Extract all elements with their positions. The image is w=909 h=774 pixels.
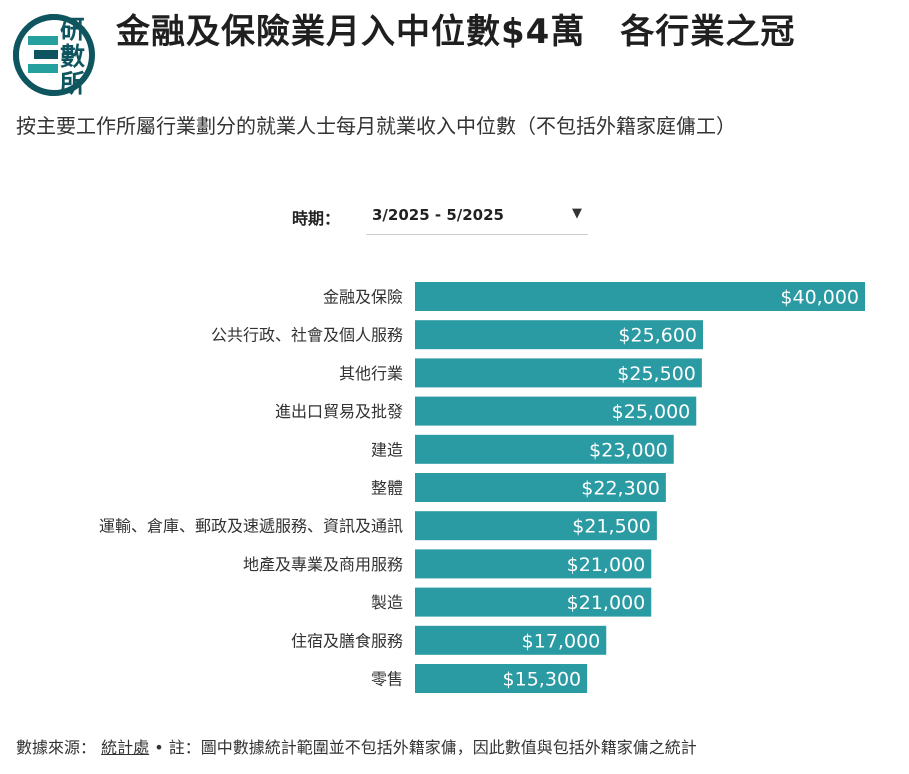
category-label-5: 建造 [371, 440, 403, 459]
bar-8[interactable] [415, 549, 652, 579]
bar-1[interactable] [415, 282, 865, 311]
category-label-8: 地產及專業及商用服務 [243, 555, 403, 574]
bar-11[interactable] [415, 664, 588, 693]
category-label-7: 運輸、倉庫、郵政及速遞服務、資訊及通訊 [99, 517, 403, 536]
category-label-9: 製造 [371, 593, 403, 612]
category-label-4: 進出口貿易及批發 [275, 402, 403, 421]
caret-down-icon[interactable]: ▼ [572, 206, 582, 221]
value-label-9: $21,000 [567, 592, 646, 614]
value-label-11: $15,300 [503, 669, 582, 691]
value-label-7: $21,500 [572, 516, 651, 538]
bar-3[interactable] [415, 358, 702, 388]
value-label-4: $25,000 [612, 401, 691, 423]
source-note: 數據來源： 統計處 • 註：圖中數據統計範圍並不包括外籍家傭，因此數值與包括外籍… [16, 736, 901, 770]
bar-10[interactable] [415, 625, 607, 655]
logo-char-2: 數 [60, 42, 86, 71]
logo-text: 研 數 所 [60, 16, 108, 97]
bar-9[interactable] [415, 587, 652, 617]
bar-7[interactable] [415, 511, 657, 541]
value-label-1: $40,000 [780, 287, 859, 309]
logo-emblem-icon [13, 14, 95, 96]
value-label-2: $25,600 [618, 325, 697, 347]
period-label: 時期： [292, 209, 341, 228]
logo-char-3: 所 [60, 69, 86, 98]
category-label-1: 金融及保險 [323, 288, 403, 307]
bar-6[interactable] [415, 473, 666, 502]
category-label-3: 其他行業 [339, 364, 403, 383]
category-label-2: 公共行政、社會及個人服務 [211, 326, 403, 345]
value-label-5: $23,000 [589, 439, 668, 461]
bar-chart: 金融及保險 $40,000 公共行政、社會及個人服務 $25,600 其他行業 $25,5… [0, 270, 909, 700]
period-selected-value: 3/2025 - 5/2025 [372, 206, 504, 224]
category-label-6: 整體 [371, 479, 403, 498]
value-label-8: $21,000 [567, 554, 646, 576]
category-label-10: 住宿及膳食服務 [291, 631, 403, 650]
chart-subtitle: 按主要工作所屬行業劃分的就業人士每月就業收入中位數（不包括外籍家庭傭工） [16, 114, 736, 138]
logo: 研 數 所 [12, 10, 108, 100]
value-label-10: $17,000 [522, 630, 601, 652]
source-link[interactable]: 統計處 [101, 738, 150, 757]
logo-char-1: 研 [60, 15, 86, 44]
footnote-text: 註：圖中數據統計範圍並不包括外籍家傭，因此數值與包括外籍家傭之統計 [168, 738, 697, 757]
page-title: 金融及保險業月入中位數$4萬 各行業之冠 [116, 12, 796, 52]
bar-chart-svg: 金融及保險 $40,000 公共行政、社會及個人服務 $25,600 其他行業 $25,5… [99, 282, 865, 693]
category-label-11: 零售 [371, 670, 403, 689]
bar-2[interactable] [415, 320, 703, 350]
bar-4[interactable] [415, 396, 697, 426]
value-label-6: $22,300 [581, 478, 660, 500]
period-dropdown[interactable]: 3/2025 - 5/2025 ▼ [366, 198, 588, 235]
source-separator: • [154, 738, 164, 757]
source-label: 數據來源： [16, 738, 97, 757]
value-label-3: $25,500 [617, 363, 696, 385]
bar-5[interactable] [415, 434, 674, 464]
